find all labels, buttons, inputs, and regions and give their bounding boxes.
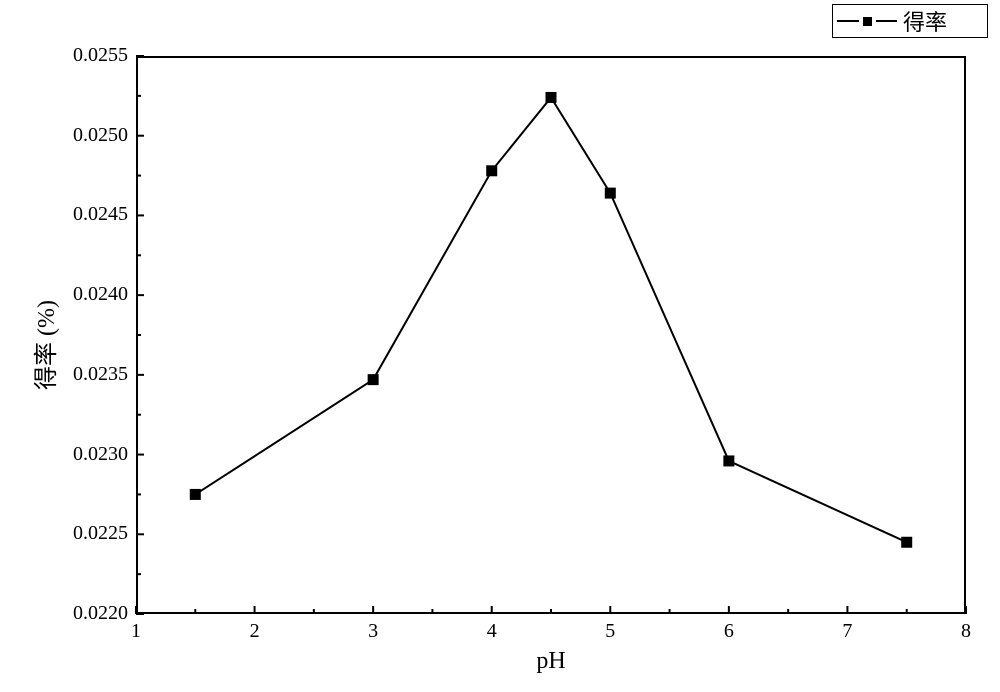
data-point-marker: [901, 537, 912, 548]
x-tick-label: 3: [353, 620, 393, 643]
chart-root: { "canvas": { "width": 1000, "height": 6…: [0, 0, 1000, 692]
x-axis-title: pH: [521, 648, 581, 675]
y-tick-label: 0.0235: [44, 363, 128, 386]
data-point-marker: [723, 455, 734, 466]
y-tick-label: 0.0245: [44, 203, 128, 226]
y-tick-label: 0.0225: [44, 522, 128, 545]
data-point-marker: [546, 92, 557, 103]
data-point-marker: [368, 374, 379, 385]
data-point-marker: [486, 165, 497, 176]
series-line: [195, 97, 906, 542]
x-tick-label: 6: [709, 620, 749, 643]
data-point-marker: [605, 188, 616, 199]
y-tick-label: 0.0220: [44, 602, 128, 625]
data-point-marker: [190, 489, 201, 500]
y-tick-label: 0.0240: [44, 283, 128, 306]
x-tick-label: 4: [472, 620, 512, 643]
x-tick-label: 7: [827, 620, 867, 643]
y-tick-label: 0.0255: [44, 44, 128, 67]
y-tick-label: 0.0250: [44, 124, 128, 147]
x-tick-label: 5: [590, 620, 630, 643]
x-tick-label: 8: [946, 620, 986, 643]
y-tick-label: 0.0230: [44, 443, 128, 466]
plot-svg: [0, 0, 1000, 692]
x-tick-label: 2: [235, 620, 275, 643]
